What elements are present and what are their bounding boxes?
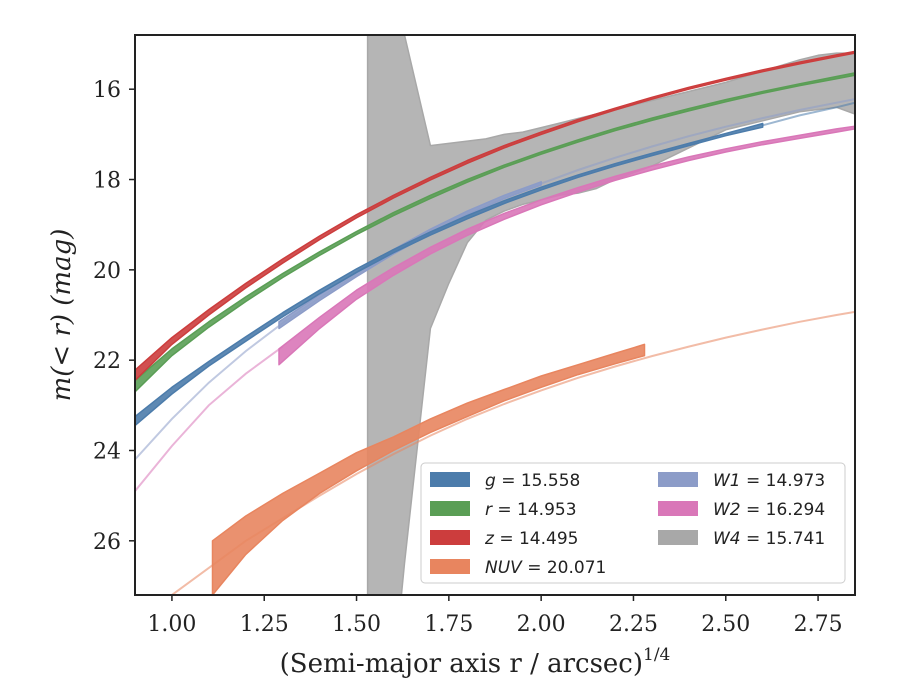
- legend-frame: [420, 462, 846, 584]
- legend-swatch-g: [430, 472, 470, 487]
- legend-swatch-w2: [658, 501, 698, 516]
- legend-label-r: r = 14.953: [485, 500, 577, 520]
- x-tick-label: 1.75: [424, 612, 473, 637]
- series-w2-model-line: [135, 345, 284, 492]
- y-tick-label: 24: [93, 439, 121, 464]
- x-tick-label: 2.50: [701, 612, 750, 637]
- x-axis-title: (Semi-major axis r / arcsec)1/4: [280, 645, 671, 679]
- x-axis-title-sup: 1/4: [643, 645, 670, 665]
- tick-layer: 1.00 1.25 1.50 1.75 2.00 2.25 2.50 2.75 16 18 20 22…: [93, 78, 843, 637]
- y-tick-label: 22: [93, 349, 121, 374]
- legend-band-value: = 14.953: [492, 500, 577, 520]
- legend-label-w2: W2 = 16.294: [713, 500, 825, 520]
- legend-band-name: W2: [713, 500, 741, 520]
- legend-band-value: = 15.741: [741, 529, 826, 549]
- series-layer: [135, 35, 855, 595]
- legend-band-value: = 14.495: [494, 529, 579, 549]
- legend-band-value: = 14.973: [741, 471, 826, 491]
- legend-band-name: W4: [713, 529, 741, 549]
- legend-band-value: = 20.071: [522, 558, 607, 578]
- legend-band-name: z: [484, 529, 495, 549]
- series-w4-band: [366, 35, 855, 595]
- x-tick-label: 1.50: [332, 612, 381, 637]
- legend-swatch-w1: [658, 472, 698, 487]
- x-tick-label: 1.25: [240, 612, 289, 637]
- legend-band-value: = 15.558: [496, 471, 581, 491]
- x-tick-label: 2.25: [609, 612, 658, 637]
- plot-frame: [134, 34, 856, 596]
- y-axis-title: m(< r) (mag): [47, 229, 77, 402]
- x-tick-label: 2.75: [794, 612, 843, 637]
- x-axis-title-main: (Semi-major axis r / arcsec): [280, 649, 643, 679]
- legend-band-value: = 16.294: [741, 500, 826, 520]
- series-g-band: [135, 122, 764, 427]
- legend-label-w4: W4 = 15.741: [713, 529, 825, 549]
- x-tick-label: 2.00: [517, 612, 566, 637]
- series-w2-band: [278, 125, 855, 366]
- legend-band-name: NUV: [485, 558, 523, 578]
- series-nuv-band: [211, 343, 646, 595]
- legend-swatch-w4: [658, 530, 698, 545]
- series-g-model-line: [762, 101, 855, 127]
- legend-label-nuv: NUV = 20.071: [485, 558, 606, 578]
- y-tick-label: 26: [93, 530, 121, 555]
- legend-label-w1: W1 = 14.973: [713, 471, 825, 491]
- y-tick-label: 16: [93, 78, 121, 103]
- x-tick-label: 1.00: [147, 612, 196, 637]
- legend-band-name: W1: [713, 471, 741, 491]
- series-r-band: [135, 72, 855, 393]
- y-tick-label: 18: [93, 169, 121, 194]
- series-z-band: [135, 50, 855, 382]
- legend-band-name: r: [485, 500, 493, 520]
- legend-swatch-nuv: [430, 559, 470, 574]
- legend-label-z: z = 14.495: [484, 529, 578, 549]
- legend-swatch-z: [430, 530, 470, 545]
- legend-swatch-r: [430, 501, 470, 516]
- y-tick-label: 20: [93, 259, 121, 284]
- legend-band-name: g: [485, 471, 496, 491]
- legend-label-g: g = 15.558: [485, 471, 580, 491]
